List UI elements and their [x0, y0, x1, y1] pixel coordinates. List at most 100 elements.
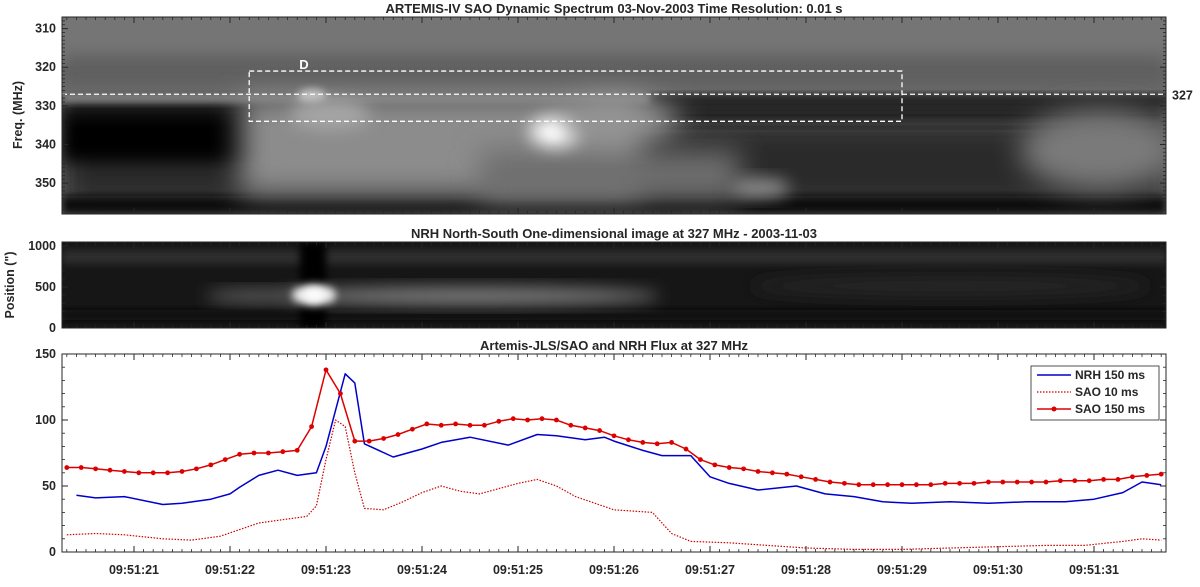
- series-point-2: [1058, 478, 1063, 484]
- burst-box-label: D: [299, 57, 308, 72]
- series-point-2: [842, 480, 847, 486]
- flux-x-ticks: 09:51:21 09:51:22 09:51:23 09:51:24 09:51:25…: [66, 354, 1162, 577]
- series-point-2: [323, 367, 329, 373]
- y-tick-label: 0: [49, 321, 56, 335]
- series-point-2: [1072, 478, 1078, 484]
- series-point-2: [165, 470, 171, 476]
- series-point-2: [582, 425, 588, 431]
- series-point-2: [784, 471, 790, 477]
- series-point-2: [496, 418, 502, 424]
- series-point-2: [1101, 477, 1106, 482]
- series-point-2: [770, 470, 775, 476]
- legend-label-sao10: SAO 10 ms: [1075, 385, 1139, 399]
- series-point-2: [1043, 479, 1049, 485]
- flux-y-ticks: 0 50 100 150: [35, 347, 1166, 559]
- series-point-2: [971, 480, 977, 486]
- y-tick-label: 50: [42, 479, 56, 493]
- series-line-0: [76, 373, 1162, 506]
- series-point-2: [626, 437, 631, 443]
- series-point-2: [338, 391, 343, 396]
- nrh-y-ticks: 0 500 1000: [28, 239, 1166, 335]
- series-point-2: [1086, 478, 1092, 484]
- series-point-2: [712, 462, 718, 468]
- series-point-2: [93, 466, 98, 472]
- series-point-2: [525, 417, 530, 423]
- series-point-2: [928, 482, 934, 488]
- series-point-2: [885, 482, 890, 488]
- series-point-2: [1029, 479, 1034, 485]
- series-point-2: [251, 450, 257, 456]
- legend-marker-sao150: [1051, 406, 1057, 412]
- series-point-2: [899, 482, 905, 488]
- flux-series: [64, 367, 1164, 551]
- x-tick-label: 09:51:23: [301, 563, 351, 577]
- series-point-2: [856, 482, 862, 488]
- series-point-2: [237, 451, 243, 457]
- series-point-2: [179, 469, 185, 474]
- series-point-2: [280, 449, 286, 455]
- series-point-2: [870, 482, 876, 488]
- nrh-x-ticks: [66, 242, 1162, 328]
- series-point-2: [453, 421, 458, 427]
- series-point-2: [539, 416, 545, 422]
- series-point-2: [1115, 477, 1121, 482]
- nrh-title: NRH North-South One-dimensional image at…: [411, 226, 817, 241]
- series-point-2: [698, 457, 703, 462]
- series-point-2: [726, 465, 732, 470]
- y-tick-label: 150: [35, 347, 56, 361]
- x-tick-label: 09:51:31: [1069, 563, 1119, 577]
- y-tick-label: 1000: [28, 239, 56, 253]
- series-point-2: [482, 422, 487, 428]
- y-tick-label: 310: [35, 22, 56, 36]
- series-point-2: [366, 438, 372, 444]
- y-tick-label: 330: [35, 99, 56, 113]
- series-point-2: [554, 417, 559, 423]
- series-point-2: [222, 457, 228, 462]
- x-tick-label: 09:51:28: [781, 563, 831, 577]
- x-tick-label: 09:51:22: [205, 563, 255, 577]
- burst-box: [248, 70, 903, 122]
- series-point-2: [1000, 479, 1006, 485]
- series-point-2: [914, 482, 919, 488]
- freq-327-label: 327: [1172, 88, 1193, 102]
- series-point-2: [194, 466, 199, 472]
- x-tick-label: 09:51:27: [685, 563, 735, 577]
- spectrum-y-label: Freq. (MHz): [11, 81, 25, 149]
- series-point-2: [352, 438, 358, 444]
- series-point-2: [395, 432, 401, 437]
- x-tick-label: 09:51:21: [109, 563, 159, 577]
- series-point-2: [294, 447, 300, 453]
- series-point-2: [1014, 479, 1020, 485]
- series-line-1: [66, 419, 1162, 551]
- series-point-2: [683, 446, 689, 452]
- series-point-2: [410, 426, 415, 432]
- spectrum-image: [62, 17, 1166, 214]
- series-point-2: [266, 450, 271, 456]
- x-tick-label: 09:51:24: [397, 563, 447, 577]
- x-tick-label: 09:51:25: [493, 563, 543, 577]
- series-point-2: [510, 416, 516, 422]
- nrh-y-label: Position ("): [3, 251, 17, 318]
- series-point-2: [136, 470, 142, 476]
- series-point-2: [654, 441, 660, 447]
- legend-label-nrh: NRH 150 ms: [1075, 368, 1145, 382]
- y-tick-label: 350: [35, 176, 56, 190]
- series-point-2: [669, 440, 674, 445]
- series-point-2: [107, 467, 113, 473]
- x-tick-label: 09:51:30: [973, 563, 1023, 577]
- x-tick-label: 09:51:26: [589, 563, 639, 577]
- series-point-2: [64, 465, 70, 470]
- y-tick-label: 0: [49, 545, 56, 559]
- series-point-2: [381, 436, 386, 441]
- series-point-2: [122, 469, 127, 474]
- legend: NRH 150 ms SAO 10 ms SAO 150 ms: [1030, 365, 1160, 421]
- series-point-2: [755, 469, 761, 474]
- series-point-2: [798, 474, 804, 480]
- series-point-2: [1158, 471, 1164, 477]
- series-point-2: [827, 479, 833, 485]
- series-point-2: [1144, 473, 1150, 478]
- x-tick-label: 09:51:29: [877, 563, 927, 577]
- series-point-2: [741, 466, 746, 472]
- y-tick-label: 320: [35, 60, 56, 74]
